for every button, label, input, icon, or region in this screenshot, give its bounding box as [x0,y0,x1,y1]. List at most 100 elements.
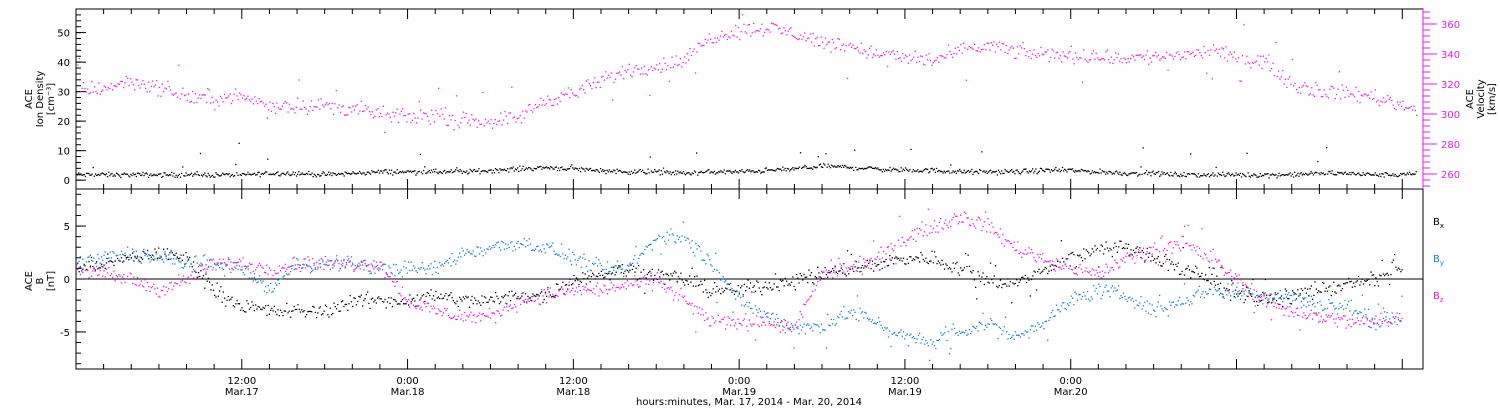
b-bx-point [1055,265,1058,267]
velocity-point [699,42,701,45]
b-by-point [984,324,987,326]
density-point [612,171,614,173]
b-by-point [961,331,963,333]
b-bx-point [1191,270,1193,273]
density-point [1001,170,1003,172]
density-point [1150,175,1152,177]
velocity-point [1123,57,1125,59]
density-point [1218,173,1221,176]
density-point [865,168,867,170]
density-point [347,172,350,174]
velocity-point [885,51,887,53]
b-bx-point [455,303,457,305]
b-bx-point [258,306,261,308]
b-bz-point [389,276,391,278]
velocity-point [943,57,945,59]
b-bz-point [274,272,277,274]
velocity-point [1326,95,1328,97]
velocity-point [225,97,227,99]
density-point [1171,174,1173,177]
b-bx-point [875,265,877,267]
b-by-point [120,250,123,252]
velocity-point [1239,80,1241,82]
velocity-point [1203,45,1205,48]
b-by-point [134,257,136,259]
density-tick-label: 30 [57,88,70,99]
b-bz-point [519,303,522,306]
velocity-point [1402,100,1404,102]
density-point [177,174,179,177]
b-by-point [710,264,712,266]
b-by-point [135,250,137,252]
velocity-point [1077,58,1079,61]
b-bx-point [792,276,794,278]
b-bx-point [721,287,723,290]
b-bz-point [324,256,326,258]
density-point [1361,174,1363,176]
density-point [892,167,895,169]
b-by-point [1293,294,1295,296]
b-by-point [1038,323,1040,326]
b-by-point [797,326,799,328]
b-bx-point [701,283,703,285]
b-bz-point [367,264,369,267]
density-point [975,170,977,172]
b-bx-point [762,287,764,289]
b-bz-point [263,271,266,273]
b-bz-point [84,269,86,271]
b-by-point [818,326,820,328]
velocity-point [1019,45,1021,47]
density-point [510,167,512,169]
b-by-point [680,241,682,243]
b-bz-point [640,281,642,283]
velocity-point [389,116,391,118]
b-bz-point [629,264,631,266]
b-bx-point [690,281,692,283]
b-bz-point [206,268,208,270]
density-point [436,171,438,173]
b-bz-point [201,264,203,267]
b-bx-point [399,303,401,305]
density-point [945,170,948,173]
b-bz-point [600,290,602,292]
density-point [413,170,415,173]
velocity-point [1067,52,1070,54]
velocity-point [911,58,914,60]
b-by-point [737,295,739,297]
b-bz-point [205,271,207,273]
density-point [477,170,479,172]
density-point [806,167,808,170]
density-point [903,169,906,172]
b-by-point [129,254,131,256]
density-point [100,173,102,175]
b-bx-point [123,260,125,262]
b-bx-point [85,268,88,271]
b-bz-point [526,302,528,304]
b-bx-point [824,267,826,269]
b-bz-point [543,289,545,291]
b-by-point [598,259,600,261]
b-by-point [408,261,410,263]
density-point [376,171,378,173]
density-point [451,172,454,174]
b-bx-point [887,264,890,267]
b-by-point [694,255,696,257]
density-point [824,164,826,166]
b-bx-point [644,292,646,294]
density-point [722,171,724,173]
b-by-point [186,260,188,262]
b-bz-point [675,291,677,294]
velocity-point [500,112,502,114]
velocity-point [1225,46,1227,48]
density-point [1274,174,1276,176]
b-bx-point [894,257,896,259]
b-bx-point [317,312,319,314]
b-bx-point [1042,270,1044,272]
b-bx-point [230,298,232,300]
b-bz-point [574,290,576,292]
b-bx-point [270,309,272,311]
velocity-point [776,24,778,27]
velocity-point [1163,56,1165,58]
b-by-point [1274,294,1276,296]
velocity-point [891,51,893,53]
